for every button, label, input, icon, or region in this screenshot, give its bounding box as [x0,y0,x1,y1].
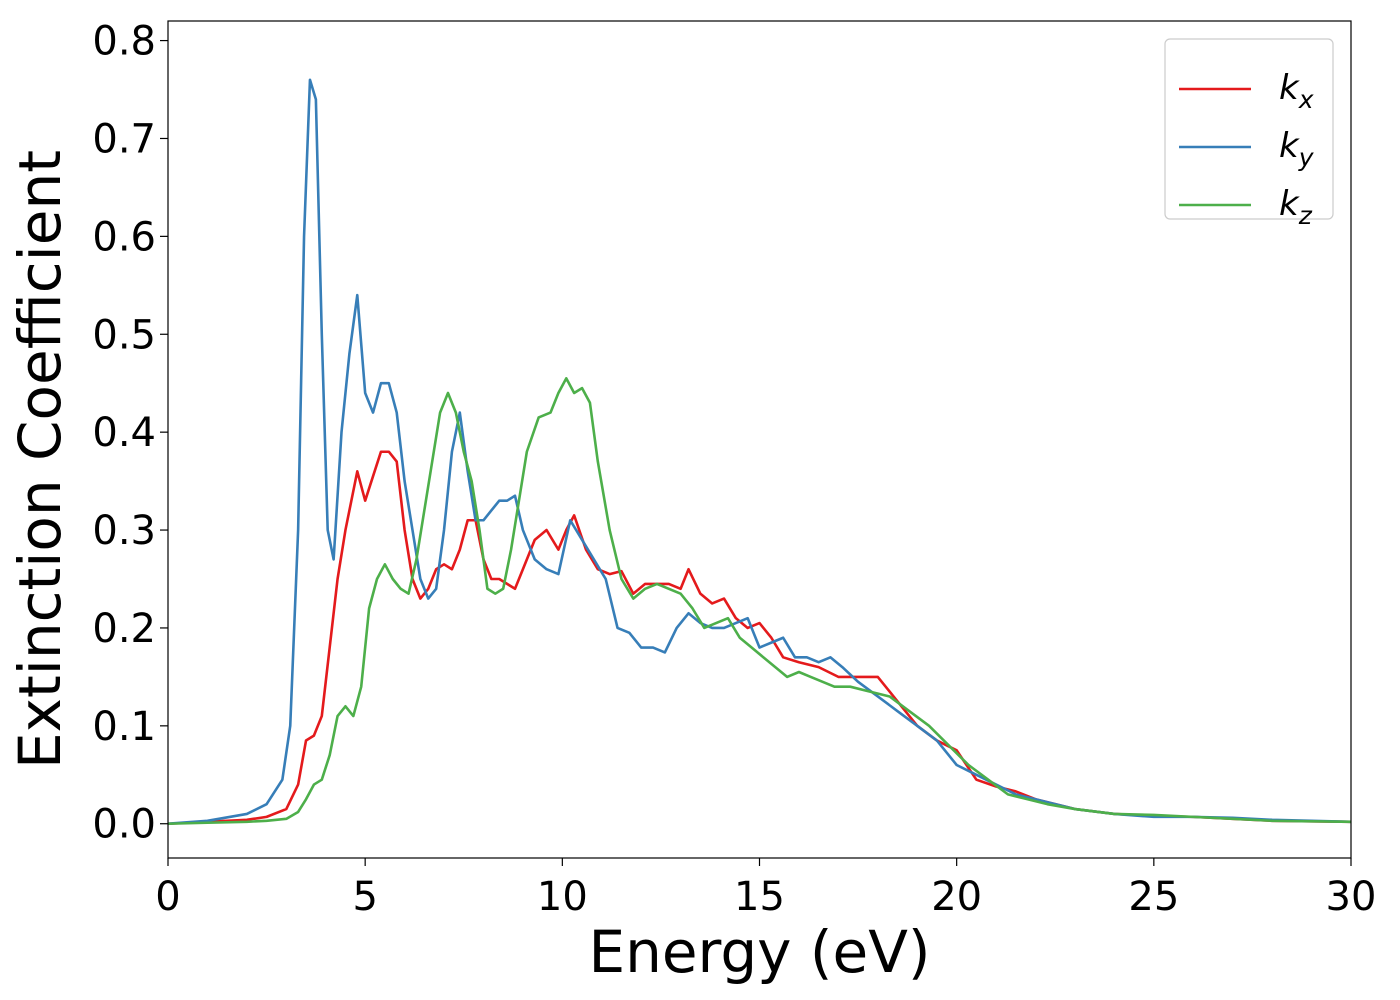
series-line-ky [168,78,1351,826]
x-tick-label: 0 [155,874,180,920]
series-line-kz [168,377,1351,826]
x-tick-label: 5 [352,874,377,920]
legend-label-kz: kz [1279,184,1313,230]
legend-symbol: k [1279,68,1300,108]
legend-subscript: y [1298,143,1315,172]
y-tick-label: 0.4 [92,410,156,456]
y-tick-label: 0.5 [92,312,156,358]
y-tick-label: 0.0 [92,802,156,848]
x-axis-ticks: 0 5 10 15 20 25 30 [155,858,1376,920]
y-axis-ticks: 0.0 0.1 0.2 0.3 0.4 0.5 0.6 0.7 0.8 [92,19,168,848]
y-tick-label: 0.2 [92,606,156,652]
x-tick-label: 15 [734,874,785,920]
legend-label-ky: ky [1279,126,1315,172]
x-tick-label: 30 [1326,874,1377,920]
legend-label-kx: kx [1279,68,1314,114]
y-tick-label: 0.3 [92,508,156,554]
legend-symbol: k [1279,184,1300,224]
legend-box [1164,38,1334,220]
y-tick-label: 0.7 [92,116,156,162]
series-line-kx [168,450,1351,826]
y-tick-label: 0.1 [92,704,156,750]
legend-subscript: z [1298,201,1313,230]
series-layer [168,78,1351,826]
x-tick-label: 10 [537,874,588,920]
y-tick-label: 0.8 [92,19,156,65]
y-axis-label: Extinction Coefficient [6,150,74,769]
x-axis-label: Energy (eV) [588,918,930,986]
legend-subscript: x [1298,85,1314,114]
y-tick-label: 0.6 [92,214,156,260]
legend-symbol: k [1279,126,1300,166]
x-tick-label: 25 [1128,874,1179,920]
x-tick-label: 20 [931,874,982,920]
